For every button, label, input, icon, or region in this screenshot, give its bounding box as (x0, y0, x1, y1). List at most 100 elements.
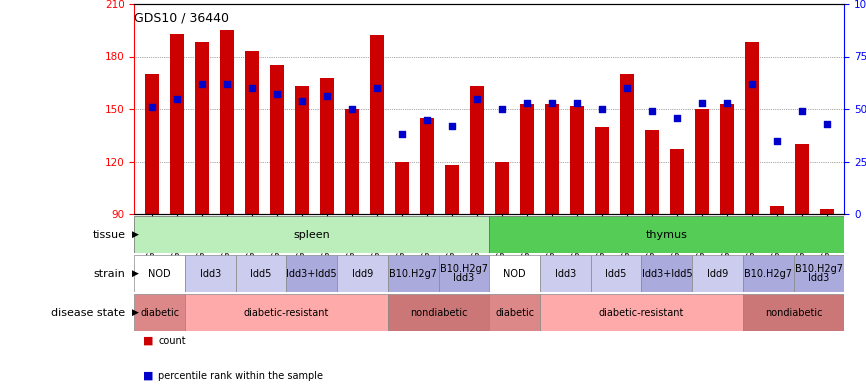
Bar (489, 255, 540, 292)
Text: percentile rank within the sample: percentile rank within the sample (158, 371, 324, 381)
Point (445, 123, 459, 129)
Point (345, 106, 359, 112)
Bar (170, 34, 184, 214)
Text: Idd3+Idd5: Idd3+Idd5 (287, 269, 337, 279)
Point (795, 108, 809, 114)
Point (720, 100, 734, 106)
Bar (185, 255, 236, 292)
Text: diabetic: diabetic (140, 308, 179, 318)
Bar (620, 74, 634, 214)
Text: tissue: tissue (93, 230, 126, 240)
Bar (185, 294, 388, 331)
Text: Idd9: Idd9 (352, 269, 373, 279)
Point (470, 96, 484, 102)
Bar (670, 149, 683, 214)
Text: GDS10 / 36440: GDS10 / 36440 (134, 12, 229, 25)
Bar (570, 106, 584, 214)
Bar (695, 109, 708, 214)
Point (370, 85, 384, 91)
Text: spleen: spleen (294, 230, 330, 240)
Bar (438, 255, 489, 292)
Bar (388, 294, 489, 331)
Point (595, 106, 609, 112)
Text: ▶: ▶ (132, 230, 139, 239)
Bar (388, 255, 438, 292)
Bar (295, 86, 308, 214)
Bar (220, 30, 234, 214)
Bar (692, 255, 743, 292)
Point (245, 85, 259, 91)
Bar (743, 255, 793, 292)
Text: B10.H2g7
Idd3: B10.H2g7 Idd3 (440, 264, 488, 283)
Text: disease state: disease state (51, 308, 126, 318)
Text: Idd5: Idd5 (605, 269, 627, 279)
Bar (337, 255, 388, 292)
Bar (320, 77, 333, 214)
Bar (134, 216, 489, 253)
Bar (345, 109, 359, 214)
Text: ▶: ▶ (132, 269, 139, 278)
Text: nondiabetic: nondiabetic (765, 308, 823, 318)
Point (620, 85, 634, 91)
Point (270, 91, 284, 98)
Bar (245, 51, 259, 214)
Text: ▶: ▶ (132, 308, 139, 317)
Bar (795, 144, 809, 214)
Text: nondiabetic: nondiabetic (410, 308, 468, 318)
Bar (591, 255, 642, 292)
Text: NOD: NOD (148, 269, 171, 279)
Bar (195, 43, 209, 214)
Text: diabetic: diabetic (495, 308, 534, 318)
Bar (540, 294, 743, 331)
Bar (743, 294, 844, 331)
Bar (520, 104, 533, 214)
Bar (445, 165, 459, 214)
Point (320, 93, 333, 99)
Point (520, 100, 533, 106)
Text: B10.H2g7: B10.H2g7 (389, 269, 437, 279)
Bar (793, 255, 844, 292)
Point (395, 131, 409, 137)
Bar (494, 162, 508, 214)
Bar (770, 205, 784, 214)
Bar (489, 294, 540, 331)
Point (645, 108, 659, 114)
Point (545, 100, 559, 106)
Text: strain: strain (94, 269, 126, 279)
Bar (470, 86, 484, 214)
Text: Idd3: Idd3 (555, 269, 576, 279)
Text: B10.H2g7: B10.H2g7 (744, 269, 792, 279)
Bar (370, 36, 384, 214)
Point (695, 100, 708, 106)
Point (570, 100, 584, 106)
Bar (145, 74, 158, 214)
Bar (287, 255, 337, 292)
Bar (395, 162, 409, 214)
Bar (270, 65, 284, 214)
Point (220, 81, 234, 87)
Point (294, 98, 308, 104)
Point (670, 115, 684, 121)
Bar (745, 43, 759, 214)
Text: ■: ■ (143, 336, 153, 346)
Point (420, 116, 434, 123)
Point (820, 121, 834, 127)
Bar (720, 104, 734, 214)
Bar (645, 130, 659, 214)
Text: B10.H2g7
Idd3: B10.H2g7 Idd3 (795, 264, 843, 283)
Text: Idd5: Idd5 (250, 269, 272, 279)
Text: count: count (158, 336, 186, 346)
Text: NOD: NOD (503, 269, 526, 279)
Bar (540, 255, 591, 292)
Point (145, 104, 158, 110)
Text: Idd3+Idd5: Idd3+Idd5 (642, 269, 692, 279)
Bar (595, 127, 609, 214)
Text: ■: ■ (143, 371, 153, 381)
Text: Idd3: Idd3 (200, 269, 221, 279)
Point (770, 138, 784, 144)
Text: Idd9: Idd9 (707, 269, 728, 279)
Point (195, 81, 209, 87)
Bar (642, 255, 692, 292)
Bar (134, 294, 185, 331)
Point (494, 106, 508, 112)
